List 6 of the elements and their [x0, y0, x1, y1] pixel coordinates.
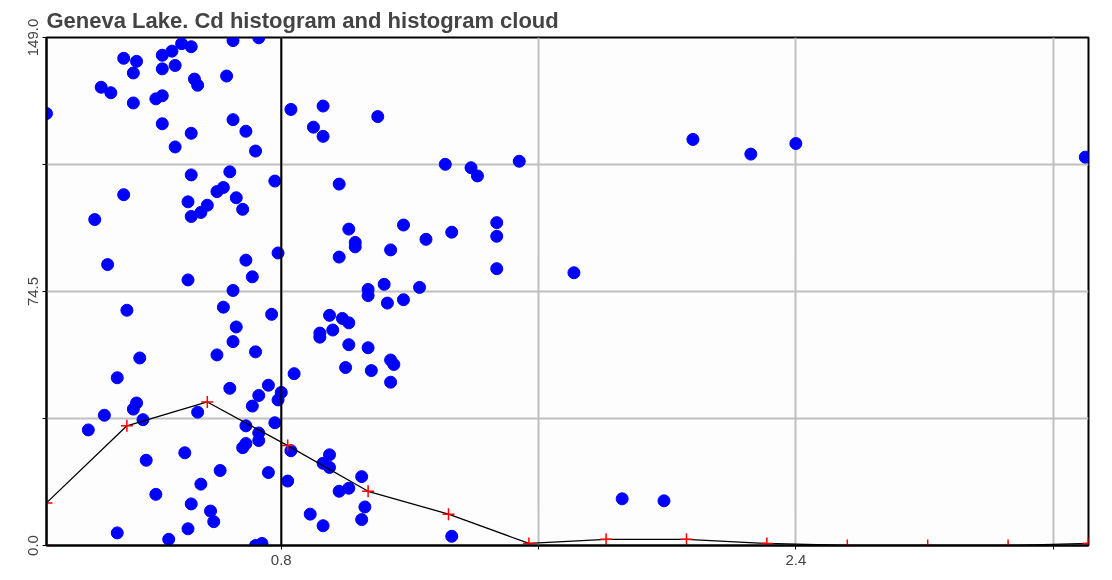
- y-tick-label: 149.0: [23, 18, 41, 57]
- x-tick-label: 0.8: [270, 550, 292, 568]
- chart-title: Geneva Lake. Cd histogram and histogram cloud: [46, 7, 559, 33]
- x-tick-label: 2.4: [785, 550, 807, 568]
- y-tick-label: 74.5: [23, 276, 41, 307]
- y-tick-label: 0.0: [23, 535, 41, 556]
